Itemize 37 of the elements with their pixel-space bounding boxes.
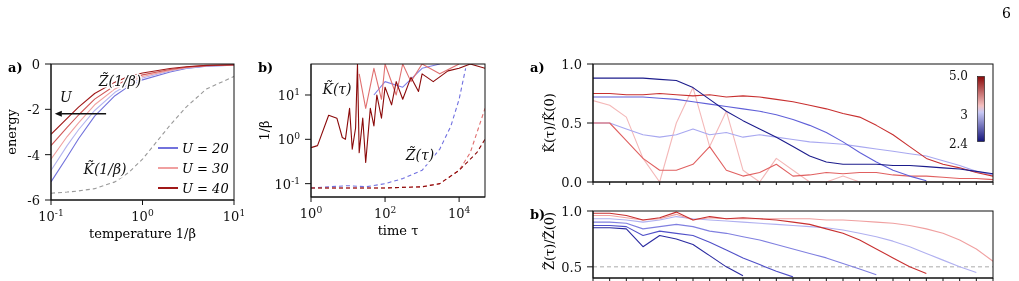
legend-label: U = 20 (182, 141, 229, 156)
x-axis-title: time τ (377, 223, 419, 238)
y-axis-title: 1/β (257, 120, 272, 141)
annotation: K̃(τ) (321, 80, 352, 97)
text: 6 (1002, 5, 1011, 21)
y-tick-label: 0.5 (561, 259, 582, 275)
legend-label: U = 30 (182, 161, 229, 176)
annotation: K̃(1/β) (82, 160, 127, 177)
y-tick-label: 1.0 (561, 57, 582, 72)
x-tick-label: 10$^{2}$ (373, 205, 397, 221)
y-tick-label: 0.5 (561, 116, 582, 131)
y-axis-title: K̃(τ)/K̃(0) (541, 93, 557, 153)
annotation: Z̃(τ) (404, 146, 435, 163)
annotation: U (60, 89, 74, 105)
legend-label: U = 40 (182, 181, 229, 196)
y-tick-label: -2 (27, 102, 40, 118)
y-tick-label: 0 (31, 57, 40, 72)
y-tick-label: -6 (27, 193, 40, 208)
annotation: 3 (960, 108, 968, 122)
y-tick-label: 10$^{0}$ (277, 131, 301, 148)
chart-title: a) (530, 60, 545, 75)
x-tick-label: 10$^{1}$ (222, 208, 246, 224)
x-tick-label: 10$^{4}$ (447, 205, 471, 221)
y-axis-title: energy (4, 108, 19, 155)
chart-title: b) (258, 60, 274, 75)
x-tick-label: 10$^{-1}$ (38, 208, 64, 224)
y-tick-label: -4 (27, 147, 40, 163)
annotation: 5.0 (948, 69, 968, 83)
y-tick-label: 0.0 (561, 175, 582, 190)
y-tick-label: 10$^{1}$ (277, 86, 300, 103)
y-tick-label: 10$^{-1}$ (274, 175, 300, 192)
x-axis-title: temperature 1/β (88, 226, 197, 241)
chart-title: a) (8, 60, 23, 75)
y-tick-label: 1.0 (561, 204, 582, 219)
x-tick-label: 10$^{0}$ (299, 205, 323, 221)
annotation: 2.4 (948, 137, 969, 151)
x-tick-label: 10$^{0}$ (131, 208, 154, 224)
